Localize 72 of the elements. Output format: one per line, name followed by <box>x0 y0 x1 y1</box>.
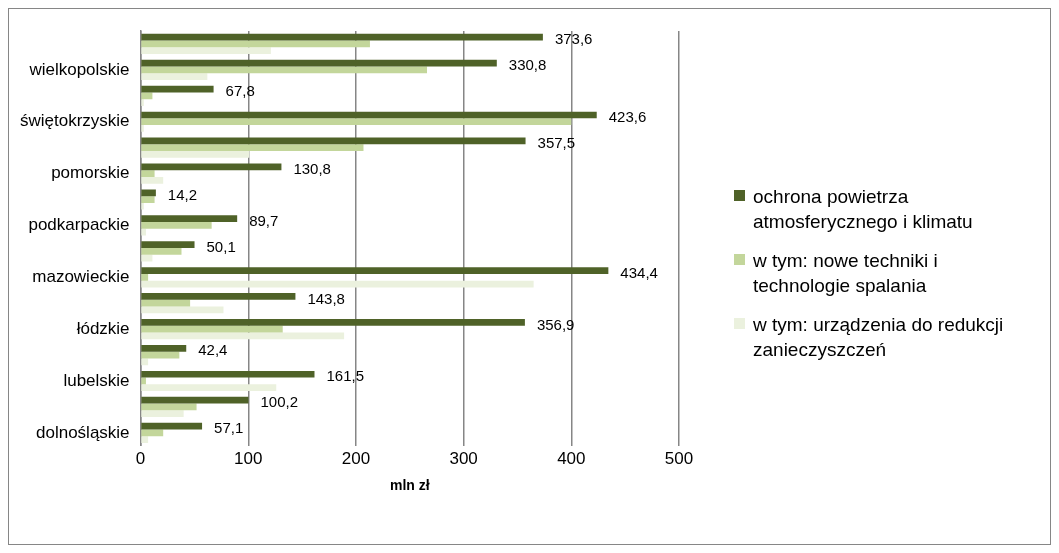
data-label: 373,6 <box>554 30 593 48</box>
data-label: 143,8 <box>307 289 345 307</box>
data-label: 67,8 <box>225 82 255 100</box>
bar <box>141 293 296 300</box>
bar <box>141 273 149 281</box>
bar <box>141 176 164 184</box>
data-label: 357,5 <box>537 134 576 152</box>
bar <box>141 189 156 197</box>
bar <box>141 151 250 158</box>
data-label: 57,1 <box>214 419 244 437</box>
bar <box>141 396 249 404</box>
data-label: 161,5 <box>326 367 365 385</box>
legend-label: w tym: urządzenia do redukcji zanieczyszczeń <box>753 313 1005 362</box>
bar <box>141 196 155 203</box>
bar <box>141 267 609 274</box>
bar <box>141 344 187 352</box>
x-axis-title: mln zł <box>389 477 430 494</box>
bar <box>141 222 212 229</box>
bar <box>141 73 208 80</box>
data-label: 89,7 <box>249 211 279 229</box>
legend-label: w tym: nowe techniki i technologie spalania <box>753 249 939 298</box>
bar <box>141 59 497 67</box>
bar <box>141 92 153 100</box>
bar <box>141 47 271 55</box>
y-tick-label: podkarpackie <box>28 215 130 235</box>
data-label: 330,8 <box>508 56 547 74</box>
bar <box>141 85 214 93</box>
bar <box>141 125 144 132</box>
bar <box>141 403 197 411</box>
bar <box>141 319 525 326</box>
x-tick-label: 200 <box>341 448 371 468</box>
y-tick-label: lubelskie <box>63 370 130 390</box>
x-tick-label: 100 <box>234 448 263 468</box>
bar <box>141 215 238 223</box>
bar <box>141 436 149 443</box>
bar <box>141 228 146 236</box>
data-label: 356,9 <box>536 315 575 333</box>
y-tick-label: łódzkie <box>76 318 130 338</box>
legend-label: ochrona powietrza atmosferycznego i klimatu <box>753 185 974 234</box>
x-tick-label: 0 <box>135 448 146 468</box>
bar <box>141 163 282 171</box>
bar <box>141 429 164 437</box>
x-tick-label: 500 <box>664 448 694 468</box>
data-label: 434,4 <box>620 263 658 281</box>
bar <box>141 170 155 177</box>
bar <box>141 358 149 366</box>
y-tick-label: dolnośląskie <box>36 422 130 442</box>
bar <box>141 33 543 41</box>
x-tick-label: 400 <box>557 448 586 468</box>
y-tick-label: pomorskie <box>51 163 130 183</box>
bar <box>141 377 146 385</box>
data-label: 50,1 <box>206 237 236 255</box>
bar <box>141 325 283 333</box>
y-tick-label: świętokrzyskie <box>19 111 130 131</box>
data-label: 423,6 <box>608 108 647 126</box>
bar <box>141 247 182 255</box>
bar <box>141 99 144 106</box>
data-label: 100,2 <box>260 393 299 411</box>
data-label: 42,4 <box>198 341 228 359</box>
x-tick-label: 300 <box>449 448 478 468</box>
bar <box>141 241 195 248</box>
bar <box>141 410 184 418</box>
bar <box>141 299 191 307</box>
data-label: 130,8 <box>293 159 331 177</box>
bar <box>141 144 364 152</box>
y-tick-label: wielkopolskie <box>28 59 130 79</box>
data-label: 14,2 <box>167 185 198 203</box>
bar <box>141 118 572 126</box>
bar <box>141 370 315 378</box>
bar <box>141 202 144 210</box>
y-tick-label: mazowieckie <box>32 266 130 286</box>
bar <box>141 384 277 392</box>
